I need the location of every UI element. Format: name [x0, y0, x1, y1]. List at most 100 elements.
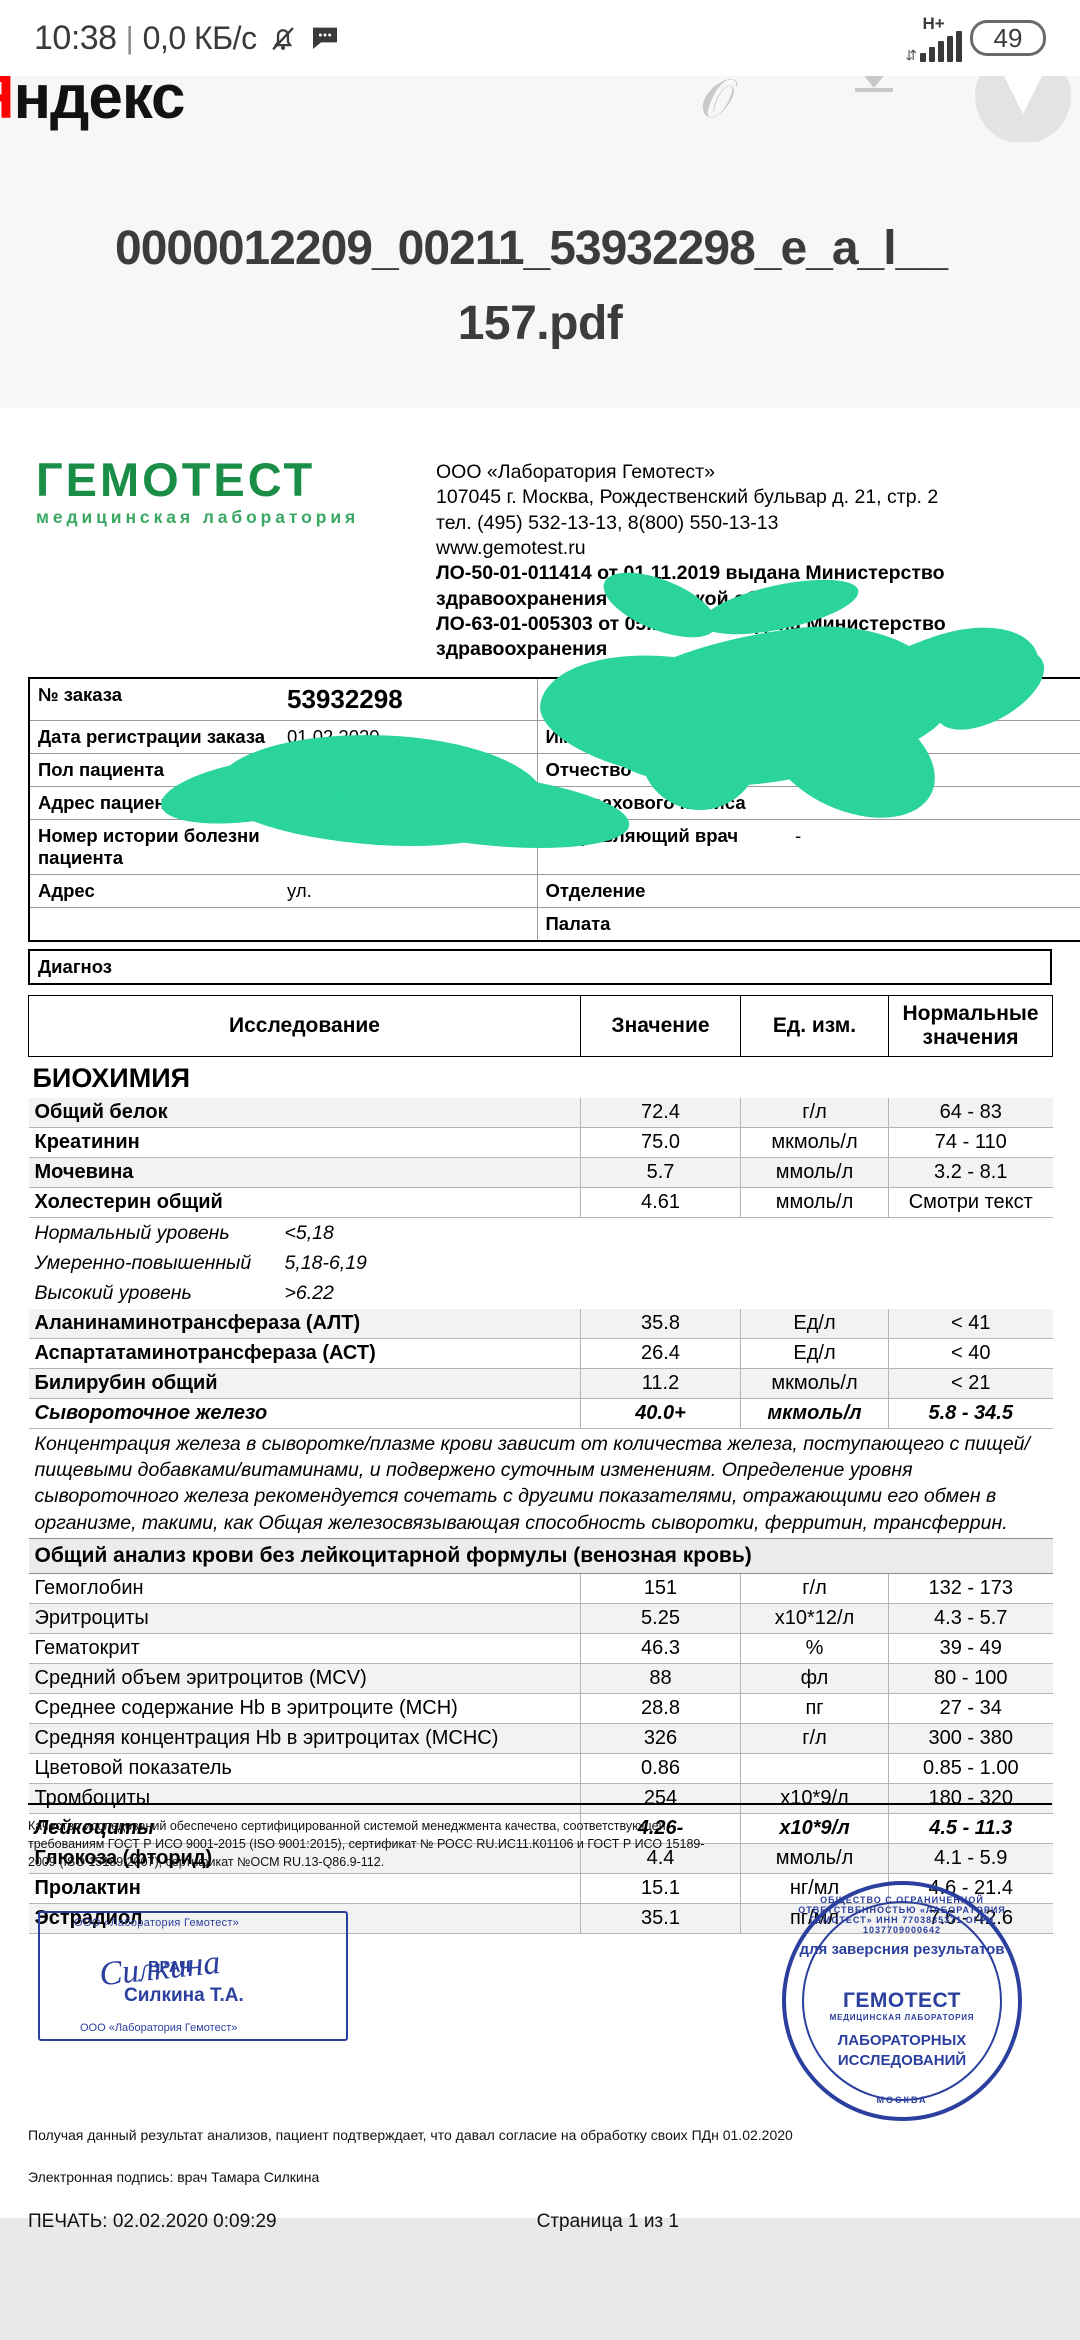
analyte-name: Аланинаминотрансфераза (АЛТ)	[28, 1308, 581, 1339]
analyte-name: Пролактин	[28, 1873, 581, 1904]
table-row: Креатинин 75.0 мкмоль/л 74 - 110	[28, 1127, 1053, 1158]
analyte-value: 5.25	[580, 1603, 741, 1634]
field-value	[279, 819, 537, 875]
analyte-unit: мкмоль/л	[740, 1127, 889, 1158]
analyte-norm: 27 - 34	[888, 1693, 1053, 1724]
brand-prefix: Я	[0, 76, 15, 132]
analyte-name: Гематокрит	[28, 1633, 581, 1664]
avatar-partial[interactable]	[975, 76, 1071, 142]
analyte-unit: ммоль/л	[740, 1187, 889, 1218]
status-bar: 10:38 | 0,0 КБ/с	[0, 0, 1080, 76]
document-footer: Качество исследований обеспечено сертифи…	[28, 1803, 1052, 2233]
footer-divider	[28, 1803, 1052, 1805]
pdf-page-area[interactable]: ГЕМОТЕСТ медицинская лаборатория ООО «Ла…	[0, 408, 1080, 2340]
field-value	[787, 786, 1080, 820]
stamp-brand: ГЕМОТЕСТ	[842, 1989, 962, 2013]
analyte-value: 35.1	[580, 1903, 741, 1934]
download-icon[interactable]	[855, 76, 893, 92]
field-value	[787, 907, 1080, 941]
analyte-value: 151	[580, 1573, 741, 1604]
analyte-norm: 4.5 - 11.3	[888, 1813, 1053, 1844]
file-name-line1: 0000012209_00211_53932298_e_a_l__	[115, 222, 948, 275]
field-label	[29, 907, 279, 941]
table-row: Эритроциты 5.25 x10*12/л 4.3 - 5.7	[28, 1603, 1053, 1634]
analyte-name: Сывороточное железо	[28, 1398, 581, 1429]
table-row: Пол пациента мужской Отчество	[29, 753, 1080, 787]
stamp-title: ВРАЧ	[148, 1959, 191, 1977]
stamp-brand-sub: МЕДИЦИНСКАЯ ЛАБОРАТОРИЯ	[829, 2013, 975, 2023]
partial-icon-left[interactable]: 𝒪	[700, 76, 735, 129]
table-row: Аспартатаминотрансфераза (АСТ) 26.4 Ед/л…	[28, 1338, 1053, 1369]
analyte-norm: 39 - 49	[888, 1633, 1053, 1664]
analyte-value: 0.86	[580, 1753, 741, 1784]
analyte-name: Мочевина	[28, 1157, 581, 1188]
yandex-brand-logo[interactable]: Яндекс	[0, 76, 186, 133]
brand-rest: ндекс	[13, 76, 186, 132]
analyte-norm: 74 - 110	[888, 1127, 1053, 1158]
analyte-unit: x10*9/л	[740, 1783, 889, 1814]
analyte-value: 72.4	[580, 1097, 741, 1128]
browser-app-bar[interactable]: Яндекс 𝒪	[0, 76, 1080, 142]
field-value	[787, 753, 1080, 787]
table-row: Средняя концентрация Hb в эритроцитах (M…	[28, 1723, 1053, 1754]
chol-note-range: 5,18-6,19	[284, 1252, 367, 1275]
analyte-name: Холестерин общий	[28, 1187, 581, 1218]
stamp-subject-text: ЛАБОРАТОРНЫХ ИССЛЕДОВАНИЙ	[837, 2032, 967, 2069]
logo-name: ГЕМОТЕСТ	[36, 453, 316, 506]
analyte-name: Билирубин общий	[28, 1368, 581, 1399]
analyte-norm: 132 - 173	[888, 1573, 1053, 1604]
doctor-signature-stamp: ООО «Лаборатория Гемотест» ВРАЧ Силкина …	[38, 1911, 348, 2042]
analyte-unit: Ед/л	[740, 1338, 889, 1369]
analyte-name: Лейкоциты	[28, 1813, 581, 1844]
analyte-name: Средний объем эритроцитов (MCV)	[28, 1663, 581, 1694]
chol-note-label: Высокий уровень	[34, 1282, 192, 1305]
status-separator: |	[125, 20, 134, 55]
column-header-unit: Ед. изм.	[740, 994, 889, 1057]
address-line-0: ООО «Лаборатория Гемотест»	[436, 461, 715, 483]
field-value	[279, 907, 537, 941]
analyte-norm: 5.8 - 34.5	[888, 1398, 1053, 1429]
analyte-norm: 300 - 380	[888, 1723, 1053, 1754]
field-label: Палата	[536, 907, 787, 941]
cholesterol-note-row: Нормальный уровень <5,18	[29, 1217, 1053, 1248]
table-row: Адрес пациента № страхового полиса	[29, 786, 1080, 820]
field-label: Фамилия	[536, 677, 787, 721]
table-row: Диагноз	[29, 950, 1051, 984]
handwritten-signature: Силкина	[97, 1944, 223, 1994]
field-value: 01.02.2020	[279, 720, 537, 754]
patient-info-table: № заказа 53932298 Фамилия Дата регистрац…	[28, 676, 1080, 942]
license-line-1: ЛО-63-01-005303 от 05.11.2019 выдана Мин…	[436, 613, 946, 661]
battery-indicator: 49	[970, 20, 1046, 56]
column-header-value: Значение	[580, 994, 741, 1057]
chol-note-label: Нормальный уровень	[34, 1221, 230, 1244]
field-label: Направляющий врач	[536, 819, 787, 875]
analyte-value: 28.8	[580, 1693, 741, 1724]
analyte-value: 254	[580, 1783, 741, 1814]
analyte-name: Эстрадиол	[28, 1903, 581, 1934]
analyte-unit: Ед/л	[740, 1308, 889, 1339]
column-header-norm: Нормальные значения	[888, 994, 1053, 1057]
logo-subtitle: медицинская лаборатория	[36, 507, 360, 527]
section-label: Общий анализ крови без лейкоцитарной фор…	[28, 1537, 1053, 1574]
table-row: Сывороточное железо 40.0+ мкмоль/л 5.8 -…	[28, 1398, 1053, 1429]
analyte-name: Тромбоциты	[28, 1783, 581, 1814]
network-type-label: H+	[922, 13, 945, 33]
company-address-block: ООО «Лаборатория Гемотест» 107045 г. Мос…	[436, 456, 1052, 663]
analyte-name: Общий белок	[28, 1097, 581, 1128]
field-label: Отчество	[536, 753, 787, 787]
address-line-3: www.gemotest.ru	[436, 537, 586, 560]
analyte-name: Средняя концентрация Hb в эритроцитах (M…	[28, 1723, 581, 1754]
analyte-norm: Смотри текст	[888, 1187, 1053, 1218]
address-line-1: 107045 г. Москва, Рождественский бульвар…	[436, 486, 939, 509]
license-line-0: ЛО-50-01-011414 от 01.11.2019 выдана Мин…	[436, 562, 945, 610]
network-speed: 0,0 КБ/с	[142, 19, 257, 56]
field-value	[787, 874, 1080, 908]
analyte-norm: < 41	[888, 1308, 1053, 1339]
field-value	[787, 677, 1080, 721]
table-row: Билирубин общий 11.2 мкмоль/л < 21	[28, 1368, 1053, 1399]
table-row: Тромбоциты 254 x10*9/л 180 - 320	[28, 1783, 1053, 1814]
iron-note-text: Концентрация железа в сыворотке/плазме к…	[34, 1432, 1030, 1534]
stamp-inner-ring	[802, 1901, 1002, 2102]
analyte-value: 26.4	[580, 1338, 741, 1369]
